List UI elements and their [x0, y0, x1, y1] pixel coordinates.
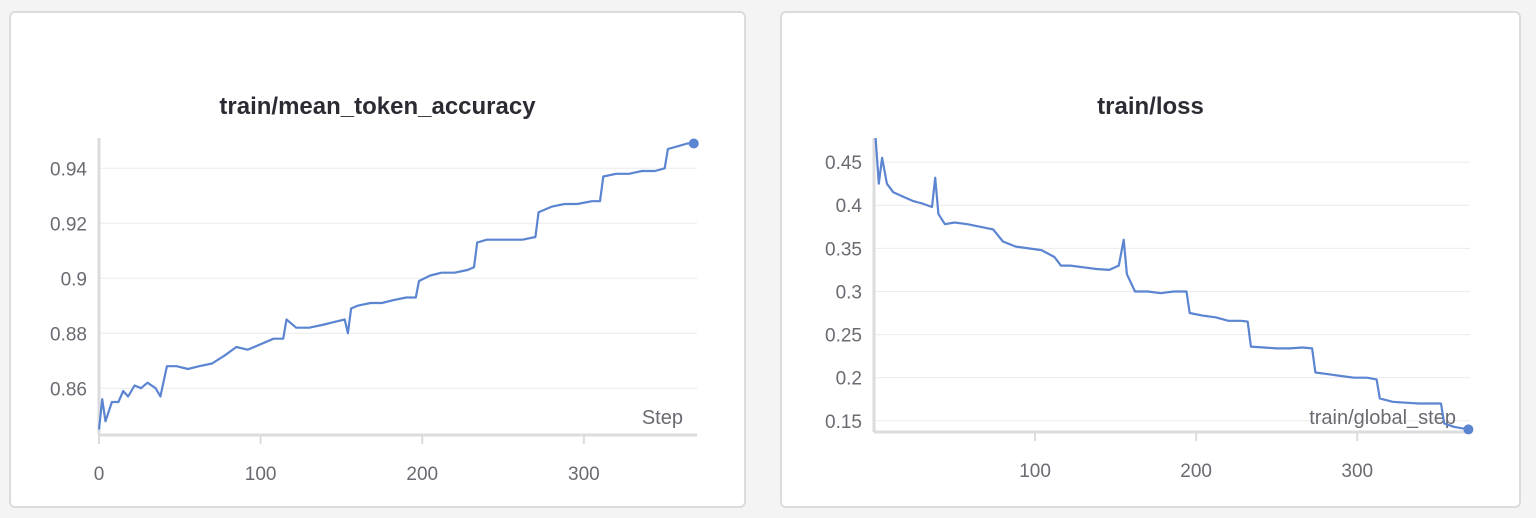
y-tick-label: 0.94: [50, 159, 87, 180]
series-line: [97, 142, 694, 430]
series-line: [874, 137, 1469, 431]
x-tick-label: 300: [1341, 461, 1373, 482]
y-tick-label: 0.15: [825, 412, 862, 433]
y-tick-label: 0.88: [50, 324, 87, 345]
x-tick-label: 0: [94, 464, 105, 485]
y-tick-label: 0.86: [50, 379, 87, 400]
loss-chart: 0.15 0.2 0.25 0.3 0.35 0.4 0.45 100 200 300 train/…: [825, 137, 1474, 482]
y-tick-label: 0.9: [61, 269, 87, 290]
accuracy-chart: 0.86 0.88 0.9 0.92 0.94 0 100 200 300 Step: [50, 138, 699, 485]
chart-panel-loss[interactable]: train/loss 0.15 0.2 0.25 0.3 0.35 0.4 0.45 100 2…: [780, 11, 1521, 508]
chart-panel-accuracy[interactable]: train/mean_token_accuracy 0.86 0.88 0.9 0.9…: [9, 11, 746, 508]
x-tick-label: 300: [568, 464, 600, 485]
y-tick-label: 0.92: [50, 214, 87, 235]
series-end-point: [688, 138, 699, 149]
chart-title: train/mean_token_accuracy: [219, 93, 536, 120]
y-tick-label: 0.35: [825, 239, 862, 260]
x-axis-label: train/global_step: [1309, 407, 1456, 429]
series-end-point: [1463, 424, 1474, 435]
x-tick-label: 200: [406, 464, 438, 485]
y-tick-label: 0.3: [836, 282, 862, 303]
chart-title: train/loss: [1097, 93, 1204, 120]
y-tick-label: 0.45: [825, 153, 862, 174]
y-tick-label: 0.4: [836, 196, 863, 217]
x-tick-label: 200: [1180, 461, 1212, 482]
y-tick-label: 0.2: [836, 369, 862, 390]
x-axis-label: Step: [642, 407, 683, 429]
x-tick-label: 100: [1019, 461, 1051, 482]
x-tick-label: 100: [245, 464, 277, 485]
y-tick-label: 0.25: [825, 326, 862, 347]
